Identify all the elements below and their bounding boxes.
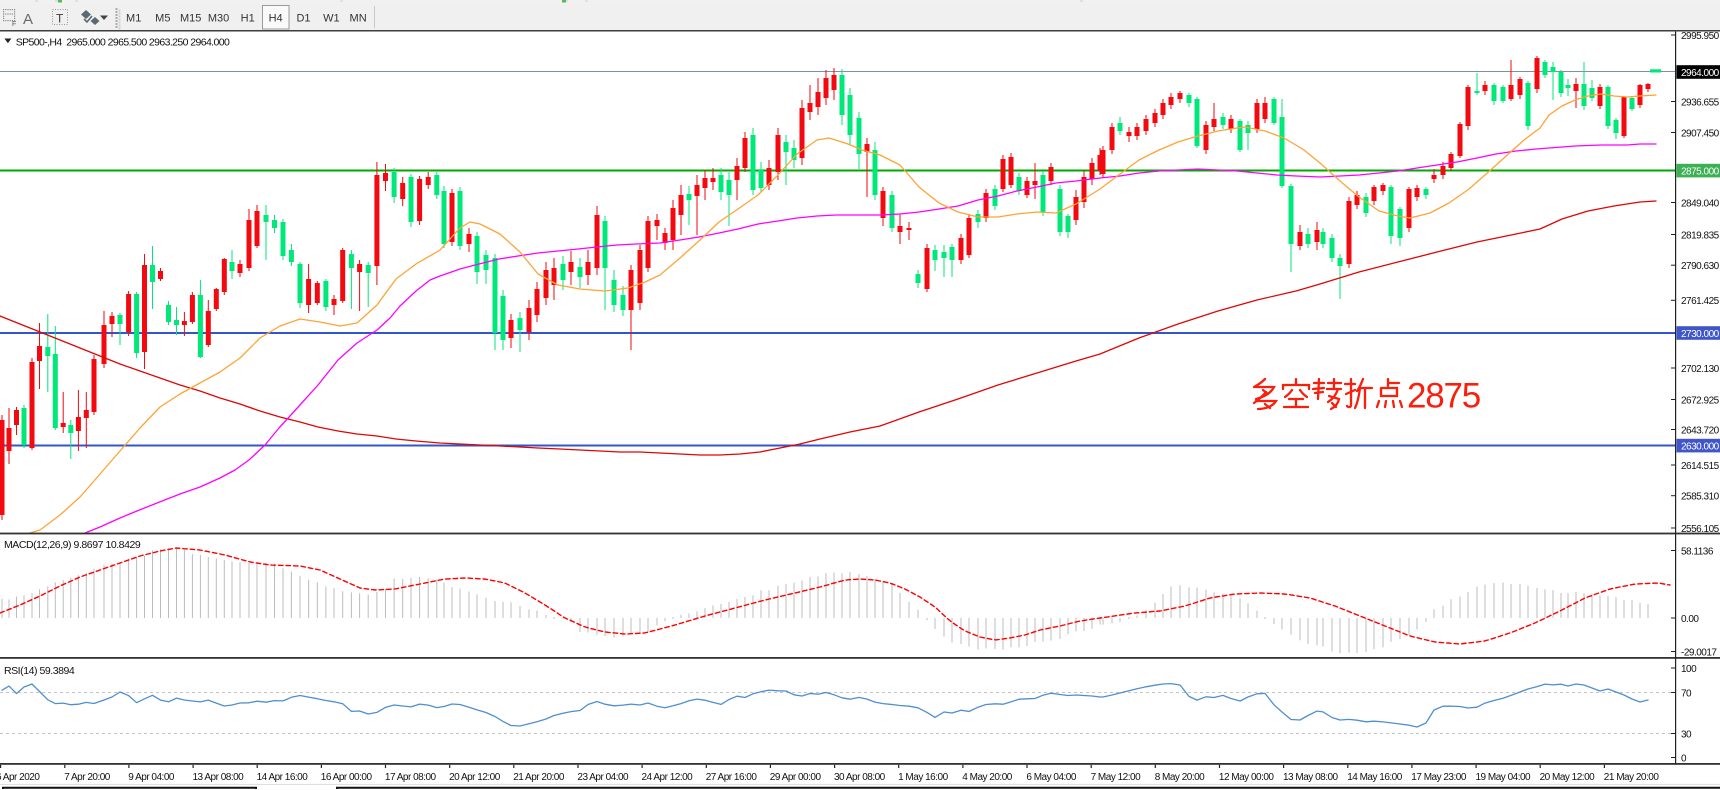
svg-text:14 Apr 16:00: 14 Apr 16:00 (257, 772, 309, 783)
svg-text:20 May 12:00: 20 May 12:00 (1540, 772, 1596, 783)
svg-text:0.00: 0.00 (1681, 614, 1699, 625)
svg-text:2672.925: 2672.925 (1681, 395, 1720, 406)
svg-text:2730.000: 2730.000 (1681, 329, 1720, 340)
svg-text:23 Apr 04:00: 23 Apr 04:00 (577, 772, 629, 783)
svg-text:12 May 00:00: 12 May 00:00 (1219, 772, 1275, 783)
svg-text:MN: MN (350, 13, 367, 25)
svg-text:14 May 16:00: 14 May 16:00 (1347, 772, 1403, 783)
svg-text:30 Apr 08:00: 30 Apr 08:00 (834, 772, 886, 783)
svg-text:1 May 16:00: 1 May 16:00 (898, 772, 948, 783)
svg-text:21 May 20:00: 21 May 20:00 (1604, 772, 1660, 783)
svg-text:F: F (12, 21, 16, 28)
svg-text:2761.425: 2761.425 (1681, 296, 1720, 307)
svg-text:2643.720: 2643.720 (1681, 425, 1720, 436)
svg-text:20 Apr 12:00: 20 Apr 12:00 (449, 772, 501, 783)
svg-text:100: 100 (1681, 664, 1697, 675)
svg-text:27 Apr 16:00: 27 Apr 16:00 (706, 772, 758, 783)
svg-text:RSI(14) 59.3894: RSI(14) 59.3894 (4, 665, 75, 677)
svg-text:M30: M30 (208, 13, 229, 25)
svg-text:2995.950: 2995.950 (1681, 31, 1720, 42)
svg-text:17 May 23:00: 17 May 23:00 (1411, 772, 1467, 783)
svg-text:13 Apr 08:00: 13 Apr 08:00 (193, 772, 245, 783)
svg-text:2614.515: 2614.515 (1681, 461, 1720, 472)
svg-text:D1: D1 (296, 13, 310, 25)
svg-text:2849.040: 2849.040 (1681, 198, 1720, 209)
svg-text:21 Apr 20:00: 21 Apr 20:00 (513, 772, 565, 783)
svg-text:24 Apr 12:00: 24 Apr 12:00 (642, 772, 694, 783)
svg-text:H4: H4 (269, 13, 283, 25)
svg-text:M5: M5 (155, 13, 170, 25)
svg-text:13 May 08:00: 13 May 08:00 (1283, 772, 1339, 783)
svg-text:19 May 04:00: 19 May 04:00 (1476, 772, 1532, 783)
svg-text:17 Apr 08:00: 17 Apr 08:00 (385, 772, 437, 783)
svg-text:-29.0017: -29.0017 (1681, 647, 1717, 658)
svg-text:2790.630: 2790.630 (1681, 261, 1720, 272)
svg-text:7 Apr 20:00: 7 Apr 20:00 (64, 772, 111, 783)
svg-text:H1: H1 (241, 13, 255, 25)
svg-text:2819.835: 2819.835 (1681, 230, 1720, 241)
svg-text:30: 30 (1681, 729, 1692, 740)
svg-text:4 May 20:00: 4 May 20:00 (962, 772, 1012, 783)
svg-text:7 May 12:00: 7 May 12:00 (1091, 772, 1141, 783)
svg-text:58.1136: 58.1136 (1681, 546, 1714, 557)
svg-text:2702.130: 2702.130 (1681, 364, 1720, 375)
svg-text:2585.310: 2585.310 (1681, 492, 1720, 503)
svg-text:9 Apr 04:00: 9 Apr 04:00 (128, 772, 175, 783)
svg-text:70: 70 (1681, 688, 1692, 699)
svg-text:2630.000: 2630.000 (1681, 441, 1720, 452)
svg-text:29 Apr 00:00: 29 Apr 00:00 (770, 772, 822, 783)
svg-text:M1: M1 (126, 13, 141, 25)
svg-text:0: 0 (1681, 753, 1687, 764)
svg-text:2875: 2875 (1407, 377, 1480, 416)
svg-text:M15: M15 (180, 13, 201, 25)
svg-text:W1: W1 (323, 13, 340, 25)
svg-text:8 May 20:00: 8 May 20:00 (1155, 772, 1205, 783)
svg-text:6 Apr 2020: 6 Apr 2020 (0, 772, 40, 783)
svg-text:MACD(12,26,9) 9.8697 10.8429: MACD(12,26,9) 9.8697 10.8429 (4, 539, 141, 551)
svg-text:SP500-,H4 2965.000 2965.500 2: SP500-,H4 2965.000 2965.500 2963.250 296… (16, 37, 230, 49)
svg-text:6 May 04:00: 6 May 04:00 (1026, 772, 1076, 783)
svg-text:16 Apr 00:00: 16 Apr 00:00 (321, 772, 373, 783)
svg-text:2907.450: 2907.450 (1681, 128, 1720, 139)
svg-text:T: T (56, 12, 64, 26)
svg-text:2556.105: 2556.105 (1681, 524, 1720, 535)
svg-text:2936.655: 2936.655 (1681, 97, 1720, 108)
svg-text:2875.000: 2875.000 (1681, 166, 1720, 177)
svg-text:2964.000: 2964.000 (1681, 68, 1720, 79)
svg-text:A: A (23, 11, 33, 28)
